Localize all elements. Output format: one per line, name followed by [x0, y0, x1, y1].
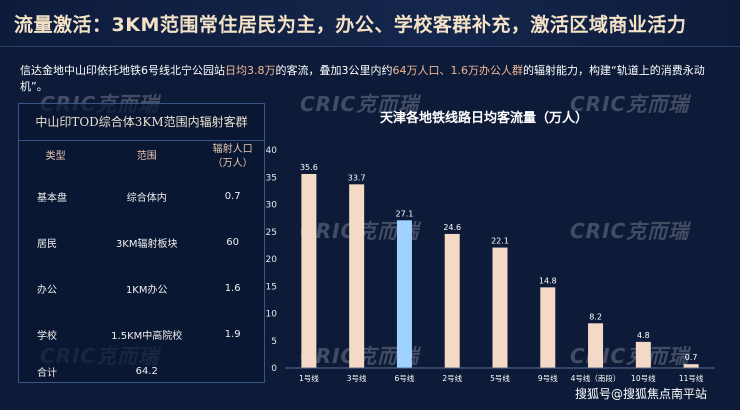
bar	[396, 220, 412, 368]
bar	[301, 173, 317, 368]
radiation-table-panel: 中山印TOD综合体3KM范围内辐射客群 类型 范围 辐射人口 （万人） 基本盘 综…	[18, 103, 265, 383]
bar	[492, 247, 508, 368]
total-label: 合计	[37, 367, 57, 379]
x-axis: 1号线 3号线 6号线 2号线 5号线 9号线 4号线（南段） 10号线 11号线	[285, 367, 715, 383]
table-header-row: 类型 范围 辐射人口 （万人）	[19, 141, 264, 173]
chart-title: 天津各地铁线路日均客流量（万人）	[380, 111, 589, 126]
header-type: 类型	[45, 151, 66, 162]
header-population-line2: （万人）	[212, 158, 253, 169]
y-tick-label: 0	[271, 364, 277, 374]
watermark-logo: CRIC克而瑞	[300, 92, 420, 116]
x-tick-label: 4号线（南段）	[571, 373, 621, 383]
cell-range: 3KM辐射板块	[115, 238, 178, 250]
bar-value-label: 24.6	[443, 223, 461, 232]
bar	[588, 323, 604, 368]
bars-group: 35.6 33.7 27.1 24.6 22.1 14.8 8.2 4.8 0.7	[300, 163, 699, 368]
cell-range: 1KM办公	[125, 284, 168, 296]
footer-brand: 搜狐号@搜狐焦点南平站	[575, 387, 708, 401]
cell-type: 办公	[37, 284, 57, 296]
cell-range: 1.5KM中高院校	[111, 330, 183, 342]
bar	[349, 184, 365, 368]
x-tick-label: 1号线	[299, 373, 319, 383]
x-tick-label: 10号线	[631, 373, 656, 383]
bar-value-label: 14.8	[539, 276, 557, 285]
y-tick-label: 35	[266, 173, 277, 183]
x-tick-label: 9号线	[538, 373, 558, 383]
x-tick-label: 11号线	[679, 373, 704, 383]
bar-value-label: 4.8	[637, 331, 650, 340]
x-tick-label: 5号线	[490, 373, 510, 383]
watermark-logo: CRIC克而瑞	[570, 92, 690, 116]
table-row: 居民 3KM辐射板块 60	[19, 219, 264, 265]
radiation-table: 类型 范围 辐射人口 （万人） 基本盘 综合体内 0.7 居民 3KM辐射板块 6…	[19, 141, 264, 385]
cell-type: 基本盘	[37, 192, 67, 204]
bar	[683, 364, 699, 368]
y-tick-label: 10	[266, 310, 278, 320]
bar-value-label: 8.2	[589, 312, 602, 321]
description-part-3: 的辐射能力，构建“轨道上的消费永动机”。	[20, 64, 705, 93]
x-tick-label: 3号线	[347, 373, 367, 383]
table-title: 中山印TOD综合体3KM范围内辐射客群	[19, 104, 264, 141]
cell-type: 居民	[37, 238, 57, 250]
x-tick-label: 6号线	[395, 373, 415, 383]
description-highlight-1: 日均3.8万	[225, 64, 276, 77]
total-value: 64.2	[135, 365, 158, 377]
ridership-bar-chart: 0 5 10 15 20 25 30 35 40 35.6 33.7 27.1 24.6 22.1 14.…	[266, 146, 715, 383]
description-highlight-2: 64万人口、1.6万办公人群	[392, 64, 524, 77]
cell-type: 学校	[37, 330, 57, 342]
header-bar: 流量激活：3KM范围常住居民为主，办公、学校客群补充，激活区域商业活力	[0, 0, 740, 47]
cell-value: 1.6	[224, 282, 241, 294]
y-axis: 0 5 10 15 20 25 30 35 40	[266, 146, 278, 374]
bar-value-label: 0.7	[685, 353, 698, 362]
description-text: 信达金地中山印依托地铁6号线北宁公园站日均3.8万的客流，叠加3公里内约64万人…	[20, 63, 720, 95]
watermark-logo: CRIC克而瑞	[570, 219, 690, 243]
cell-value: 1.9	[224, 328, 241, 340]
cell-value: 60	[226, 236, 239, 248]
y-tick-label: 20	[266, 255, 278, 265]
bar-value-label: 33.7	[348, 173, 366, 182]
bar	[540, 287, 556, 368]
y-tick-label: 15	[266, 282, 277, 292]
header-range: 范围	[136, 151, 157, 162]
description-part-2: 的客流，叠加3公里内约	[275, 64, 393, 77]
y-tick-label: 5	[271, 337, 277, 347]
bar	[635, 341, 651, 368]
bar-value-label: 35.6	[300, 163, 318, 172]
table-row: 办公 1KM办公 1.6	[19, 265, 264, 311]
header-population: 辐射人口 （万人）	[201, 141, 264, 173]
cell-value: 0.7	[224, 190, 241, 202]
y-tick-label: 25	[266, 228, 277, 238]
table-row: 基本盘 综合体内 0.7	[19, 173, 264, 219]
description-part-1: 信达金地中山印依托地铁6号线北宁公园站	[20, 64, 225, 77]
cell-range: 综合体内	[126, 192, 167, 204]
table-total-row: 合计 64.2	[19, 357, 264, 385]
table-row: 学校 1.5KM中高院校 1.9	[19, 311, 264, 357]
y-tick-label: 30	[266, 201, 278, 211]
bar-value-label: 27.1	[396, 209, 414, 218]
header-population-line1: 辐射人口	[212, 144, 253, 155]
x-tick-label: 2号线	[442, 373, 462, 383]
page-title: 流量激活：3KM范围常住居民为主，办公、学校客群补充，激活区域商业活力	[14, 14, 687, 36]
y-tick-label: 40	[266, 146, 278, 156]
bar	[444, 233, 460, 368]
bar-value-label: 22.1	[491, 237, 509, 246]
